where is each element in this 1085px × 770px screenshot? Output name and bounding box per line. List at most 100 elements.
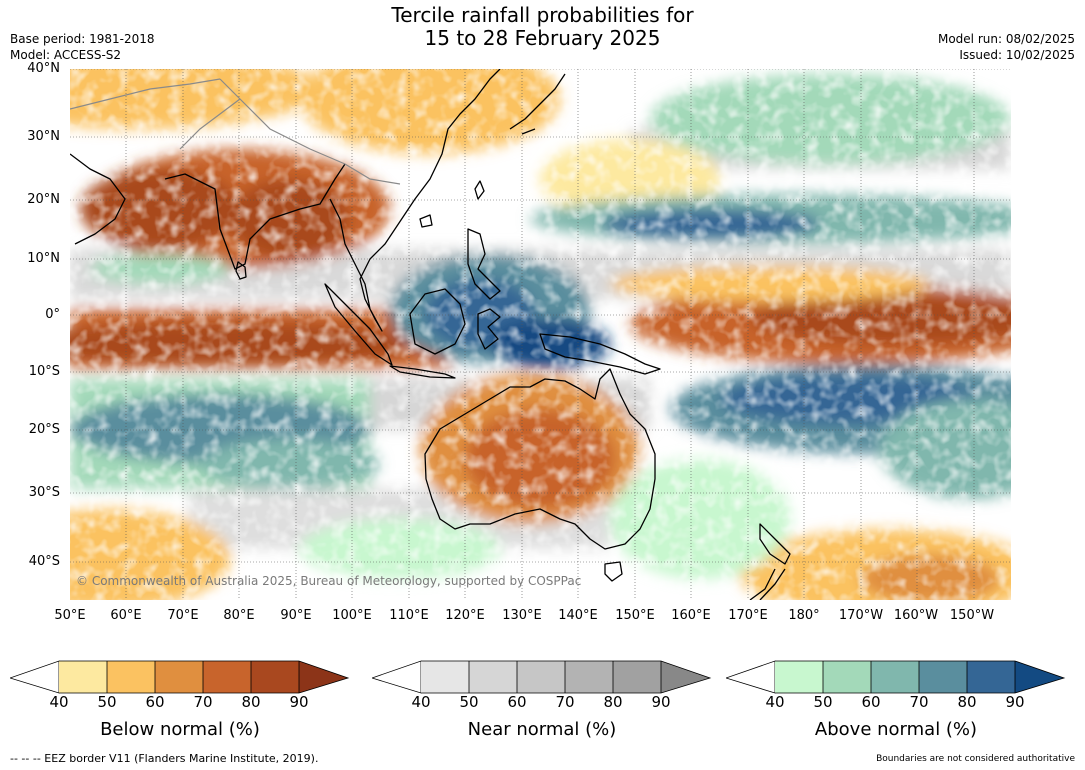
colorbar-below-swatch-3 bbox=[155, 661, 203, 693]
above-tick-90: 90 bbox=[1005, 693, 1025, 711]
coast-borneo bbox=[409, 288, 466, 355]
colorbar-near-max-arrow bbox=[661, 661, 710, 693]
coast-hainan bbox=[419, 214, 433, 228]
map-gridlines bbox=[70, 69, 1011, 600]
coast-japan bbox=[509, 73, 566, 135]
lon-label-120e: 120°E bbox=[445, 608, 485, 623]
below-tick-80: 80 bbox=[241, 693, 261, 711]
lat-label-20s: 20°S bbox=[28, 422, 60, 437]
near-tick-50: 50 bbox=[459, 693, 479, 711]
rainfall-probability-map: © Commonwealth of Australia 2025, Bureau… bbox=[70, 69, 1011, 600]
above-tick-80: 80 bbox=[957, 693, 977, 711]
eez-border-note: -- -- -- EEZ border V11 (Flanders Marine… bbox=[10, 752, 319, 765]
lat-label-0: 0° bbox=[45, 307, 60, 322]
colorbar-above-swatch-4 bbox=[919, 661, 967, 693]
copyright-note: © Commonwealth of Australia 2025, Bureau… bbox=[76, 574, 581, 588]
below-tick-40: 40 bbox=[49, 693, 69, 711]
near-normal-label: Near normal (%) bbox=[467, 719, 617, 740]
coast-new-zealand-south bbox=[749, 568, 786, 600]
lat-label-30n: 30°N bbox=[27, 129, 60, 144]
above-normal-label: Above normal (%) bbox=[814, 719, 978, 740]
lon-label-100e: 100°E bbox=[332, 608, 372, 623]
map-title-line1: Tercile rainfall probabilities for bbox=[391, 3, 694, 27]
near-tick-90: 90 bbox=[651, 693, 671, 711]
coast-sulawesi bbox=[477, 308, 501, 350]
below-tick-70: 70 bbox=[193, 693, 213, 711]
lon-label-170w: 170°W bbox=[838, 608, 884, 623]
lat-label-10s: 10°S bbox=[28, 364, 60, 379]
near-tick-60: 60 bbox=[507, 693, 527, 711]
colorbar-near-swatch-1 bbox=[421, 661, 469, 693]
colorbar-above-max-arrow bbox=[1015, 661, 1064, 693]
near-tick-70: 70 bbox=[555, 693, 575, 711]
coast-arabia-india bbox=[70, 153, 346, 270]
lat-label-40s: 40°S bbox=[28, 554, 60, 569]
issued-text: Issued: 10/02/2025 bbox=[959, 48, 1075, 62]
near-tick-80: 80 bbox=[603, 693, 623, 711]
coast-australia bbox=[424, 368, 656, 550]
lon-label-170e: 170°E bbox=[728, 608, 768, 623]
colorbar-below-swatch-2 bbox=[107, 661, 155, 693]
below-tick-50: 50 bbox=[97, 693, 117, 711]
colorbar-below-normal bbox=[10, 660, 350, 694]
colorbar-near-swatch-4 bbox=[565, 661, 613, 693]
lat-label-30s: 30°S bbox=[28, 485, 60, 500]
lon-label-90e: 90°E bbox=[280, 608, 312, 623]
boundaries-disclaimer: Boundaries are not considered authoritat… bbox=[876, 754, 1075, 764]
meta-left: Base period: 1981-2018 Model: ACCESS-S2 bbox=[10, 31, 155, 63]
coast-tasmania bbox=[604, 561, 623, 582]
colorbar-above-swatch-1 bbox=[775, 661, 823, 693]
colorbar-below-swatch-5 bbox=[251, 661, 299, 693]
lon-label-160w: 160°W bbox=[893, 608, 939, 623]
colorbar-below-max-arrow bbox=[299, 661, 348, 693]
lon-label-50e: 50°E bbox=[54, 608, 86, 623]
below-tick-60: 60 bbox=[145, 693, 165, 711]
lon-label-60e: 60°E bbox=[110, 608, 142, 623]
country-borders bbox=[70, 78, 401, 185]
colorbar-above-normal bbox=[726, 660, 1066, 694]
colorbar-below-swatch-4 bbox=[203, 661, 251, 693]
coastlines bbox=[70, 69, 791, 600]
lon-label-150w: 150°W bbox=[949, 608, 995, 623]
lat-label-40n: 40°N bbox=[27, 61, 60, 76]
coast-southeast-asia bbox=[329, 69, 501, 332]
lat-label-10n: 10°N bbox=[27, 251, 60, 266]
model-run-text: Model run: 08/02/2025 bbox=[937, 32, 1075, 46]
near-tick-40: 40 bbox=[411, 693, 431, 711]
colorbar-above-min-arrow bbox=[726, 660, 776, 694]
lon-label-180: 180° bbox=[788, 608, 820, 623]
coast-sri-lanka bbox=[235, 261, 247, 280]
lon-label-150e: 150°E bbox=[615, 608, 655, 623]
colorbar-above-swatch-2 bbox=[823, 661, 871, 693]
colorbar-near-swatch-2 bbox=[469, 661, 517, 693]
map-title: Tercile rainfall probabilities for 15 to… bbox=[0, 4, 1085, 50]
coast-taiwan bbox=[474, 180, 485, 200]
coast-philippines bbox=[467, 228, 501, 300]
above-tick-50: 50 bbox=[813, 693, 833, 711]
colorbar-near-swatch-5 bbox=[613, 661, 661, 693]
colorbar-near-min-arrow bbox=[372, 660, 422, 694]
coast-new-guinea bbox=[539, 333, 661, 375]
map-canvas: © Commonwealth of Australia 2025, Bureau… bbox=[70, 69, 1011, 600]
above-tick-70: 70 bbox=[909, 693, 929, 711]
coast-sumatra bbox=[324, 283, 393, 366]
colorbar-below-swatch-1 bbox=[59, 661, 107, 693]
lon-label-110e: 110°E bbox=[389, 608, 429, 623]
coast-java bbox=[389, 365, 456, 379]
above-tick-60: 60 bbox=[861, 693, 881, 711]
meta-right: Model run: 08/02/2025 Issued: 10/02/2025 bbox=[938, 31, 1075, 63]
lat-label-20n: 20°N bbox=[27, 192, 60, 207]
base-period-text: Base period: 1981-2018 bbox=[10, 32, 155, 46]
model-text: Model: ACCESS-S2 bbox=[10, 48, 122, 62]
lon-label-80e: 80°E bbox=[223, 608, 255, 623]
colorbar-near-normal bbox=[372, 660, 712, 694]
lon-label-130e: 130°E bbox=[502, 608, 542, 623]
colorbar-above-swatch-5 bbox=[967, 661, 1015, 693]
above-tick-40: 40 bbox=[765, 693, 785, 711]
below-normal-label: Below normal (%) bbox=[100, 719, 260, 740]
coast-new-zealand-north bbox=[759, 523, 791, 565]
colorbar-below-min-arrow bbox=[10, 660, 60, 694]
colorbar-above-swatch-3 bbox=[871, 661, 919, 693]
lon-label-160e: 160°E bbox=[671, 608, 711, 623]
lon-label-140e: 140°E bbox=[558, 608, 598, 623]
